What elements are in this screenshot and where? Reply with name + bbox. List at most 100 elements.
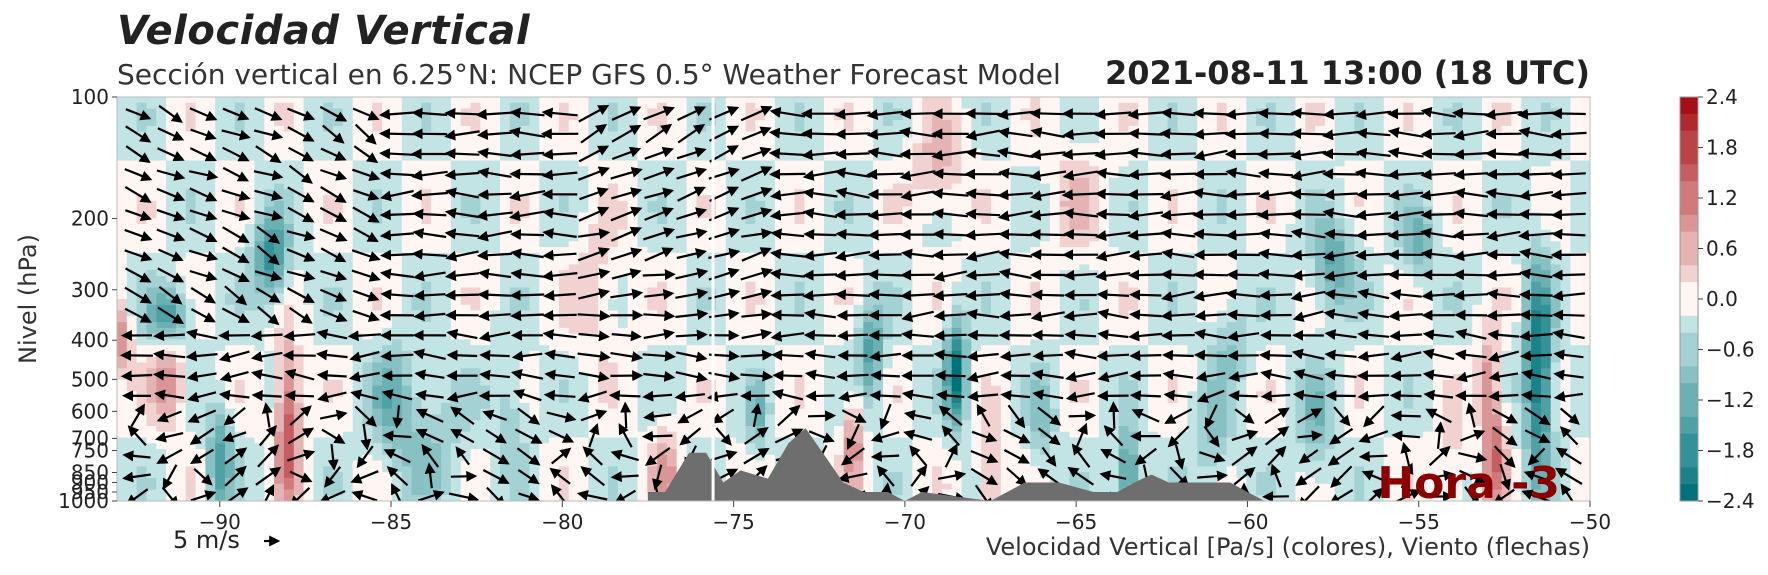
wind-arrow bbox=[1037, 468, 1059, 485]
wind-arrow bbox=[316, 349, 348, 361]
wind-arrow bbox=[964, 229, 1001, 241]
y-axis-label: Nivel (hPa) bbox=[14, 234, 42, 364]
wind-arrow bbox=[1174, 444, 1186, 470]
wind-arrow bbox=[413, 348, 446, 360]
wind-arrow bbox=[413, 270, 446, 282]
wind-arrow bbox=[750, 402, 762, 428]
wind-arrow bbox=[1061, 189, 1099, 201]
wind-arrow bbox=[1387, 147, 1424, 159]
wind-arrow bbox=[1453, 289, 1489, 301]
wind-arrow bbox=[190, 448, 214, 464]
wind-arrow bbox=[1521, 489, 1551, 501]
wind-arrow bbox=[1292, 310, 1324, 323]
wind-arrow bbox=[124, 286, 152, 304]
wind-arrow bbox=[1226, 309, 1260, 321]
wind-arrow bbox=[645, 123, 673, 144]
wind-arrow bbox=[578, 145, 610, 163]
colorbar-tick-label: 0.0 bbox=[1706, 287, 1738, 311]
wind-arrow bbox=[320, 186, 347, 203]
wind-arrow bbox=[1062, 129, 1098, 140]
wind-arrow bbox=[261, 402, 273, 428]
wind-arrow bbox=[477, 268, 512, 280]
wind-arrow bbox=[350, 389, 379, 401]
wind-arrow bbox=[841, 409, 867, 423]
wind-arrow bbox=[222, 246, 250, 264]
wind-arrow bbox=[1464, 486, 1480, 501]
wind-arrow bbox=[901, 389, 934, 401]
wind-arrow bbox=[997, 189, 1033, 201]
wind-arrow bbox=[222, 166, 250, 182]
wind-arrow bbox=[1519, 248, 1553, 259]
wind-arrow bbox=[444, 207, 480, 219]
wind-arrow bbox=[1486, 310, 1521, 322]
wind-arrow bbox=[289, 487, 311, 501]
wind-arrow bbox=[360, 423, 372, 451]
wind-arrow bbox=[846, 423, 860, 450]
wind-arrow bbox=[1493, 445, 1516, 468]
chart-title: Velocidad Vertical bbox=[117, 8, 531, 54]
wind-arrow bbox=[1560, 483, 1574, 501]
wind-arrow bbox=[740, 166, 773, 182]
wind-arrow bbox=[548, 429, 575, 443]
wind-arrow bbox=[541, 169, 578, 181]
wind-arrow bbox=[380, 289, 414, 301]
wind-arrow bbox=[834, 269, 871, 281]
wind-arrow bbox=[932, 228, 968, 240]
wind-arrow bbox=[379, 229, 414, 241]
wind-arrow bbox=[675, 371, 708, 383]
wind-arrow bbox=[804, 369, 836, 381]
wind-arrow bbox=[834, 167, 871, 179]
wind-arrow bbox=[677, 408, 703, 424]
wind-arrow bbox=[1097, 308, 1129, 320]
wind-arrow bbox=[392, 405, 404, 429]
wind-arrow bbox=[769, 168, 806, 180]
wind-arrow bbox=[1193, 149, 1228, 161]
wind-arrow bbox=[379, 268, 414, 280]
wind-arrow bbox=[932, 249, 968, 261]
wind-arrow bbox=[1094, 188, 1131, 200]
wind-arrow bbox=[544, 369, 575, 381]
wind-arrow bbox=[867, 209, 903, 221]
wind-arrow bbox=[1231, 446, 1258, 466]
wind-arrow bbox=[1357, 329, 1390, 341]
wind-arrow bbox=[222, 107, 250, 121]
wind-arrow bbox=[1491, 408, 1519, 424]
wind-arrow bbox=[1420, 227, 1457, 239]
wind-arrow bbox=[803, 308, 836, 320]
wind-arrow bbox=[1290, 107, 1326, 119]
wind-arrow bbox=[1029, 107, 1067, 119]
wind-arrow bbox=[578, 166, 610, 181]
wind-arrow bbox=[1257, 168, 1294, 180]
wind-arrow bbox=[965, 208, 1001, 220]
wind-arrow bbox=[578, 288, 611, 300]
wind-arrow bbox=[1128, 330, 1163, 342]
colorbar-tick-label: −1.2 bbox=[1706, 388, 1755, 412]
wind-arrow bbox=[1358, 430, 1389, 444]
wind-arrow bbox=[964, 108, 1001, 120]
wind-arrow bbox=[740, 349, 774, 361]
y-tick-label: 400 bbox=[71, 328, 109, 352]
wind-arrow bbox=[1193, 349, 1227, 361]
wind-arrow bbox=[1518, 189, 1554, 201]
wind-arrow bbox=[933, 270, 968, 282]
wind-arrow bbox=[476, 249, 513, 261]
wind-arrow bbox=[222, 226, 250, 244]
wind-arrow bbox=[1420, 148, 1456, 160]
wind-arrow bbox=[837, 472, 868, 483]
wind-arrow bbox=[1453, 169, 1489, 181]
wind-arrow bbox=[219, 371, 249, 383]
wind-arrow bbox=[1330, 465, 1353, 488]
wind-arrow bbox=[250, 330, 283, 342]
wind-arrow bbox=[124, 168, 153, 182]
wind-arrow bbox=[189, 187, 218, 202]
wind-arrow bbox=[1228, 371, 1258, 382]
wind-arrow bbox=[1357, 308, 1390, 320]
wind-arrow bbox=[1032, 389, 1064, 401]
wind-arrow bbox=[127, 425, 147, 447]
wind-arrow bbox=[251, 390, 282, 401]
forecast-datetime: 2021-08-11 13:00 (18 UTC) bbox=[1104, 54, 1590, 92]
wind-arrow bbox=[1257, 209, 1294, 221]
wind-arrow bbox=[542, 309, 577, 321]
wind-arrow bbox=[1323, 189, 1358, 201]
wind-arrow bbox=[1029, 228, 1066, 240]
